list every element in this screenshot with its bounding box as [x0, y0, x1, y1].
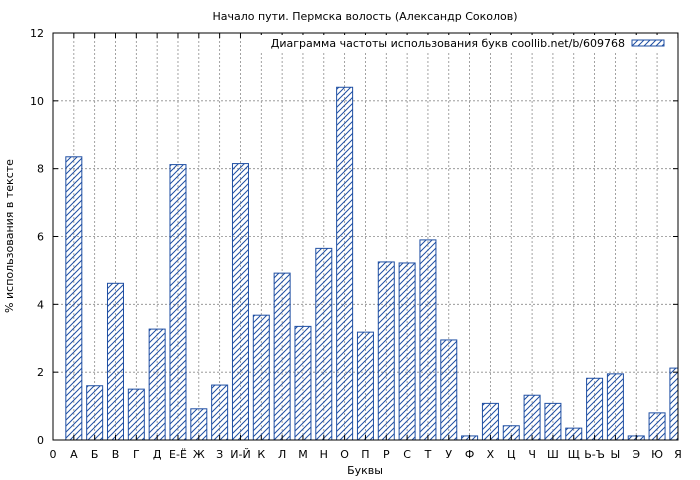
bar-15 [356, 331, 374, 441]
bar-2 [86, 385, 104, 441]
x-tick-label-zero: 0 [50, 448, 57, 461]
chart-title: Начало пути. Пермска волость (Александр … [212, 10, 517, 23]
x-tick-label: П [361, 448, 369, 461]
legend-swatch [631, 39, 665, 47]
bar-17 [398, 262, 416, 441]
x-tick-label: И-Й [230, 448, 250, 461]
bar-14 [336, 86, 354, 441]
bar-1 [65, 156, 83, 441]
y-tick-label: 2 [37, 366, 44, 379]
y-axis-ticks: 0 2 4 6 8 10 12 [30, 27, 678, 447]
x-tick-label: Ш [547, 448, 559, 461]
bar-10 [252, 314, 270, 441]
x-tick-label: Д [153, 448, 162, 461]
x-tick-label: Э [632, 448, 640, 461]
x-tick-label: У [445, 448, 452, 461]
x-tick-label: Р [383, 448, 390, 461]
x-axis-label: Буквы [347, 464, 383, 477]
x-tick-label: Х [487, 448, 495, 461]
bar-21 [481, 402, 499, 441]
bar-24 [544, 402, 562, 441]
x-tick-label: Щ [568, 448, 580, 461]
y-tick-label: 4 [37, 298, 44, 311]
bar-18 [419, 239, 437, 441]
bar-6 [169, 164, 187, 441]
x-tick-label: А [70, 448, 78, 461]
bar-16 [377, 261, 395, 441]
legend-label: Диаграмма частоты использования букв coo… [271, 37, 625, 50]
legend: Диаграмма частоты использования букв coo… [242, 35, 675, 51]
x-tick-label: О [340, 448, 349, 461]
x-tick-label: Ф [465, 448, 474, 461]
x-tick-label: Ч [528, 448, 536, 461]
x-tick-label: К [257, 448, 265, 461]
x-tick-label: М [298, 448, 308, 461]
y-axis-label: % использования в тексте [3, 159, 16, 313]
x-tick-label: Н [320, 448, 328, 461]
x-tick-label: Ь-Ъ [584, 448, 605, 461]
bar-8 [211, 384, 229, 441]
x-tick-label: Т [424, 448, 432, 461]
bar-12 [294, 325, 312, 441]
x-tick-label: Г [133, 448, 140, 461]
y-tick-label: 0 [37, 434, 44, 447]
x-tick-label: Ж [193, 448, 205, 461]
y-tick-label: 10 [30, 95, 44, 108]
y-tick-label: 8 [37, 163, 44, 176]
x-axis-ticks: 0 А Б В Г Д Е-Ё Ж З И-Й К Л М Н О П Р С Т У Ф Х Ц Ч Ш Щ Ь-Ъ Ы Э Ю Я [50, 33, 682, 461]
bar-26 [586, 377, 604, 441]
x-tick-label: Ц [507, 448, 516, 461]
bar-19 [440, 339, 458, 441]
x-tick-label: Е-Ё [169, 448, 187, 461]
bar-5 [148, 328, 166, 441]
bar-4 [127, 388, 145, 441]
bar-23 [523, 394, 541, 441]
legend-background [242, 35, 675, 51]
bar-9 [231, 163, 249, 441]
x-tick-label: Ы [611, 448, 621, 461]
x-tick-label: С [403, 448, 411, 461]
bar-30 [669, 367, 679, 441]
x-tick-label: В [112, 448, 120, 461]
x-tick-label: Ю [651, 448, 663, 461]
bar-27 [606, 373, 624, 441]
bar-13 [315, 247, 333, 441]
y-tick-label: 6 [37, 231, 44, 244]
x-tick-label: Б [91, 448, 99, 461]
bar-3 [106, 282, 124, 441]
bar-11 [273, 272, 291, 441]
x-tick-label: З [216, 448, 223, 461]
x-tick-label: Л [278, 448, 286, 461]
x-tick-label: Я [674, 448, 682, 461]
y-tick-label: 12 [30, 27, 44, 40]
